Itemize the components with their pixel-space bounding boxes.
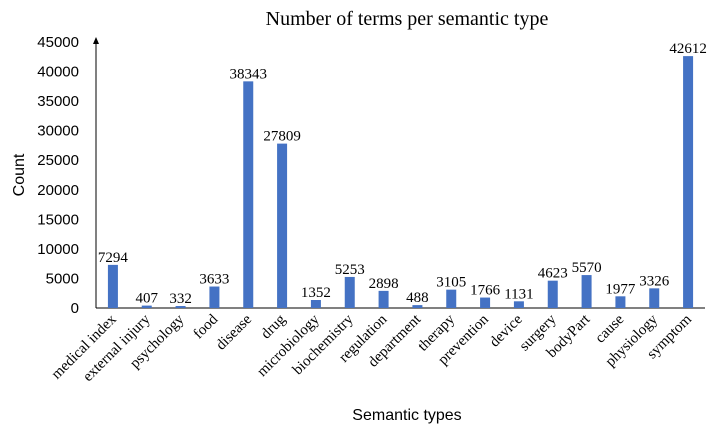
axes bbox=[93, 37, 705, 309]
y-tick-label: 20000 bbox=[37, 182, 79, 199]
y-tick-label: 25000 bbox=[37, 152, 79, 169]
data-label: 1977 bbox=[605, 281, 636, 297]
y-axis-arrow bbox=[93, 37, 99, 44]
y-tick-label: 45000 bbox=[37, 34, 79, 51]
y-tick-label: 35000 bbox=[37, 93, 79, 110]
bar bbox=[310, 300, 321, 308]
bar bbox=[581, 275, 592, 308]
bar bbox=[107, 264, 118, 308]
y-tick-label: 0 bbox=[71, 300, 79, 317]
x-tick-label: disease bbox=[213, 311, 255, 353]
bar bbox=[615, 296, 626, 308]
data-label: 38343 bbox=[230, 66, 268, 82]
bar bbox=[141, 305, 152, 308]
x-axis-label: Semantic types bbox=[352, 407, 461, 424]
y-tick-label: 5000 bbox=[46, 270, 79, 287]
y-tick-label: 30000 bbox=[37, 123, 79, 140]
data-label: 5253 bbox=[335, 262, 365, 278]
bar bbox=[649, 288, 660, 308]
data-label: 27809 bbox=[263, 129, 301, 145]
bars bbox=[107, 56, 694, 308]
data-label: 1352 bbox=[301, 285, 331, 301]
data-label: 2898 bbox=[369, 276, 399, 292]
bar bbox=[446, 289, 457, 308]
bar bbox=[175, 306, 186, 308]
data-label: 4623 bbox=[538, 266, 568, 282]
data-label: 407 bbox=[136, 291, 159, 307]
bar bbox=[480, 297, 491, 308]
data-label: 488 bbox=[406, 290, 429, 306]
bar bbox=[412, 305, 423, 308]
bar bbox=[209, 286, 220, 308]
data-label: 3105 bbox=[436, 275, 466, 291]
y-tick-label: 15000 bbox=[37, 211, 79, 228]
data-label: 1766 bbox=[470, 283, 501, 299]
y-tick-labels: 0 5000 10000 15000 20000 25000 30000 35000 40000… bbox=[37, 34, 79, 317]
bar bbox=[683, 56, 694, 308]
data-label: 1131 bbox=[504, 286, 533, 302]
y-tick-label: 40000 bbox=[37, 64, 79, 81]
chart-title: Number of terms per semantic type bbox=[266, 8, 549, 30]
bar bbox=[513, 301, 524, 308]
data-label: 332 bbox=[169, 291, 192, 307]
bar bbox=[344, 276, 355, 308]
data-label: 42612 bbox=[669, 41, 707, 57]
bar bbox=[378, 290, 389, 308]
data-label: 5570 bbox=[572, 260, 602, 276]
data-label: 3326 bbox=[639, 273, 670, 289]
bar bbox=[277, 143, 288, 308]
y-axis-label: Count bbox=[11, 153, 28, 196]
bar bbox=[243, 81, 254, 308]
y-tick-label: 10000 bbox=[37, 241, 79, 258]
bar bbox=[547, 280, 558, 308]
data-label: 7294 bbox=[98, 250, 129, 266]
data-label: 3633 bbox=[199, 272, 229, 288]
